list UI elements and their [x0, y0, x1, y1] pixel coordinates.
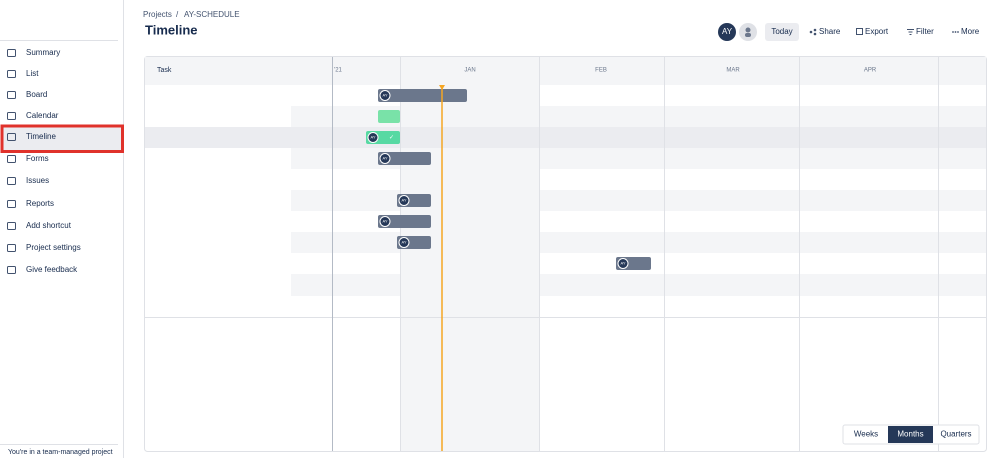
sidebar-icon: [7, 91, 16, 99]
column-label: FEB: [595, 68, 607, 74]
sidebar-item[interactable]: Issues: [26, 176, 49, 185]
breadcrumb-separator: /: [176, 10, 179, 19]
toggle-option[interactable]: Months: [897, 430, 923, 439]
column-lines: [145, 57, 986, 451]
toggle-option[interactable]: Weeks: [854, 430, 878, 439]
bar-avatar: [367, 132, 379, 143]
breadcrumb-link[interactable]: AY-SCHEDULE: [184, 10, 240, 19]
today-marker: [439, 85, 445, 90]
sidebar-item[interactable]: Summary: [26, 48, 60, 57]
highlight-box: [0, 124, 124, 153]
bar-avatar-initials: AY: [370, 135, 375, 140]
row-selected: [145, 127, 986, 148]
today-label: Today: [771, 27, 792, 36]
bar-avatar: [398, 237, 410, 248]
bar-avatar-initials: AY: [382, 93, 387, 98]
filter-button[interactable]: Filter: [916, 27, 934, 36]
avatar[interactable]: [718, 23, 736, 41]
sidebar-items: Summary List Board Calendar Timeline Forms Iss…: [7, 48, 81, 274]
sidebar-footer: You're in a team-managed project: [8, 449, 113, 456]
toggle-active: [888, 426, 933, 443]
column-label: JAN: [464, 68, 475, 74]
avatar-initials: AY: [722, 27, 733, 36]
sidebar-selected: [2, 127, 122, 150]
export-button[interactable]: Export: [865, 27, 889, 36]
column-label: MAR: [726, 68, 740, 74]
bar-avatar: [617, 258, 629, 269]
sidebar-icon: [7, 266, 16, 274]
bar-avatar-initials: AY: [620, 261, 625, 266]
timeline-header: [145, 57, 986, 85]
share-icon: [809, 28, 817, 36]
task-header: Task: [157, 67, 172, 74]
page-title: Timeline: [145, 22, 198, 37]
bar-avatar-initials: AY: [382, 156, 387, 161]
task-bar[interactable]: [378, 215, 431, 228]
timeline: Task '21 JAN FEB MAR APR ✓ AYAYAYAYAYAYA…: [144, 56, 987, 452]
more-icon: [952, 31, 959, 33]
sidebar-icon: [7, 200, 16, 208]
sidebar-icon: [7, 112, 16, 120]
bar-avatar-initials: AY: [401, 240, 406, 245]
filter-icon: [907, 29, 914, 35]
sidebar-icon: [7, 155, 16, 163]
bar-avatars: AY AY AY AY AY AY AY: [367, 90, 629, 269]
column-label: APR: [864, 68, 877, 74]
share-button[interactable]: Share: [819, 27, 841, 36]
row-stripe: [291, 106, 986, 127]
done-check: ✓: [389, 135, 394, 141]
sidebar-icon: [7, 133, 16, 141]
sidebar-item[interactable]: Forms: [26, 154, 49, 163]
toggle-option[interactable]: Quarters: [940, 430, 971, 439]
sidebar-icon: [7, 70, 16, 78]
row-stripe: [291, 274, 986, 296]
bar-avatar: [379, 90, 391, 101]
row-stripe: [291, 190, 986, 211]
add-people-icon: [745, 33, 751, 37]
sidebar-icon: [7, 49, 16, 57]
sidebar-icon: [7, 222, 16, 230]
task-bar[interactable]: [378, 89, 467, 102]
sidebar-icon: [7, 244, 16, 252]
sidebar-item[interactable]: Add shortcut: [26, 221, 72, 230]
row-stripe: [291, 232, 986, 253]
sidebar-item[interactable]: Project settings: [26, 243, 81, 252]
export-icon: [856, 28, 863, 35]
sidebar-item[interactable]: Timeline: [26, 132, 56, 141]
bar-avatar: [398, 195, 410, 206]
add-people-icon: [745, 27, 751, 33]
task-bar[interactable]: [378, 110, 400, 123]
column-label: '21: [334, 68, 342, 74]
breadcrumb-link[interactable]: Projects: [143, 10, 172, 19]
sidebar-item[interactable]: Reports: [26, 199, 54, 208]
task-bar[interactable]: [378, 152, 431, 165]
sidebar-item[interactable]: Board: [26, 90, 47, 99]
bar-avatar: [379, 216, 391, 227]
sidebar-item[interactable]: Give feedback: [26, 265, 78, 274]
sidebar-icon: [7, 177, 16, 185]
more-button[interactable]: More: [961, 27, 980, 36]
bar-avatar-initials: AY: [401, 198, 406, 203]
sidebar-item[interactable]: Calendar: [26, 111, 59, 120]
bar-avatar: [379, 153, 391, 164]
sidebar-item[interactable]: List: [26, 69, 39, 78]
today-button[interactable]: [765, 23, 799, 41]
row-stripe: [291, 148, 986, 169]
bar-avatar-initials: AY: [382, 219, 387, 224]
